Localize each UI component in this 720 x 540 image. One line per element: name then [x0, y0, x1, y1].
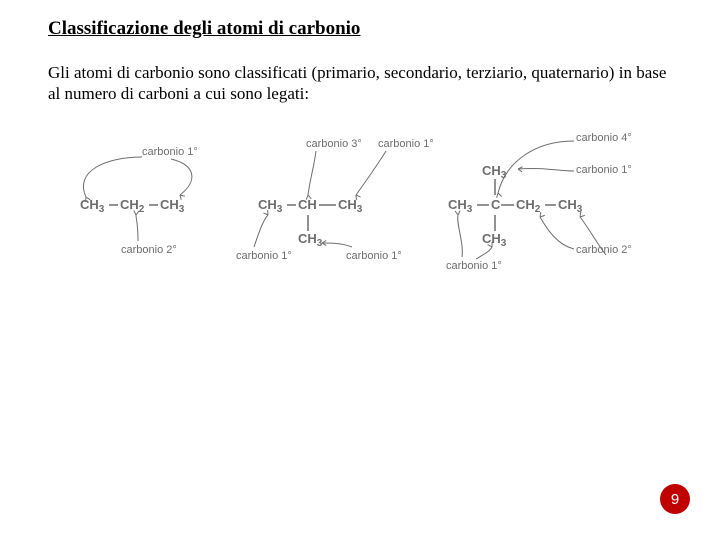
svg-text:carbonio 1°: carbonio 1°: [576, 164, 632, 176]
svg-text:carbonio 1°: carbonio 1°: [446, 260, 502, 272]
slide-title: Classificazione degli atomi di carbonio: [48, 18, 672, 40]
svg-text:carbonio 2°: carbonio 2°: [121, 244, 177, 256]
svg-text:CH3: CH3: [338, 197, 363, 215]
svg-text:carbonio 1°: carbonio 1°: [236, 250, 292, 262]
svg-text:carbonio 4°: carbonio 4°: [576, 132, 632, 144]
svg-text:carbonio 1°: carbonio 1°: [378, 138, 434, 150]
slide-body: Gli atomi di carbonio sono classificati …: [48, 62, 672, 105]
svg-text:carbonio 1°: carbonio 1°: [346, 250, 402, 262]
chemistry-diagram: CH3 CH2 CH3 carbonio 1° carbonio 2° CH3 CH CH3 C…: [46, 123, 670, 273]
svg-text:C: C: [491, 197, 501, 212]
svg-text:carbonio 3°: carbonio 3°: [306, 138, 362, 150]
page-number: 9: [671, 491, 679, 508]
svg-text:carbonio 2°: carbonio 2°: [576, 244, 632, 256]
svg-text:CH3: CH3: [298, 231, 323, 249]
svg-text:CH3: CH3: [80, 197, 105, 215]
svg-text:CH3: CH3: [558, 197, 583, 215]
page-number-badge: 9: [660, 484, 690, 514]
svg-text:CH2: CH2: [120, 197, 145, 215]
svg-text:CH3: CH3: [482, 231, 507, 249]
svg-text:CH3: CH3: [448, 197, 473, 215]
svg-text:CH3: CH3: [258, 197, 283, 215]
svg-text:CH2: CH2: [516, 197, 541, 215]
svg-text:carbonio 1°: carbonio 1°: [142, 146, 198, 158]
svg-text:CH: CH: [298, 197, 317, 212]
